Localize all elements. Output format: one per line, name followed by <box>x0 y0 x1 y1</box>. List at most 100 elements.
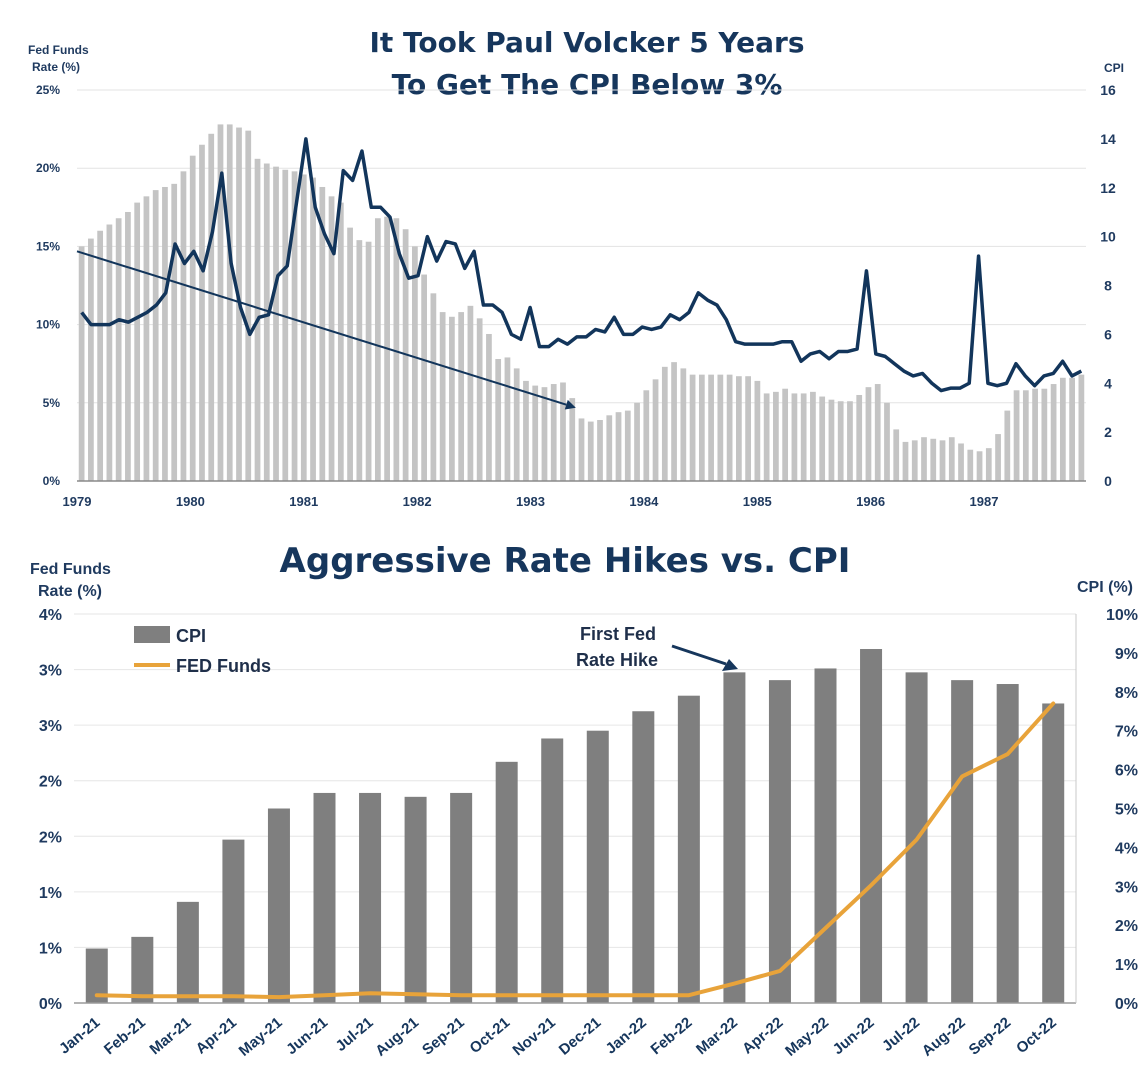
top-bar <box>874 384 881 481</box>
bottom-right-tick-label: 1% <box>1115 957 1138 974</box>
bottom-cpi-bar <box>176 901 199 1003</box>
bottom-left-tick-label: 2% <box>39 829 62 846</box>
top-bar <box>319 186 326 481</box>
top-bar <box>985 448 992 481</box>
top-bar <box>773 391 779 481</box>
top-chart-left-ticks: 25% 20% 15% 10% 5% 0% <box>36 83 60 488</box>
bottom-chart-right-ticks: 10% 9% 8% 7% 6% 5% 4% 3% 2% 1% 0% <box>1106 607 1138 1013</box>
bottom-right-tick-label: 2% <box>1115 918 1138 935</box>
top-bar <box>763 393 770 481</box>
top-bar <box>337 202 344 482</box>
top-right-tick-label: 6 <box>1104 326 1112 342</box>
top-bar <box>902 441 909 481</box>
top-bar <box>1041 388 1048 481</box>
annotation-text-line1: First Fed <box>580 624 656 644</box>
bottom-category-label: Dec-21 <box>556 1014 605 1059</box>
top-bar <box>717 374 724 481</box>
top-bar <box>736 376 742 481</box>
bottom-category-label: Sep-22 <box>966 1014 1015 1059</box>
top-bar <box>412 246 418 481</box>
top-bar <box>310 177 316 481</box>
top-bar <box>754 380 761 481</box>
top-bar <box>856 394 863 481</box>
top-bar <box>643 390 650 481</box>
top-x-tick-label: 1983 <box>516 494 545 509</box>
top-bar <box>291 171 298 481</box>
top-x-tick-label: 1985 <box>743 494 772 509</box>
top-chart-title-line2: To Get The CPI Below 3% <box>392 68 783 101</box>
bottom-left-tick-label: 4% <box>39 607 62 624</box>
top-bar <box>745 376 751 481</box>
top-bar <box>1032 388 1038 481</box>
bottom-cpi-bar <box>586 730 609 1003</box>
bottom-cpi-bar <box>404 796 427 1003</box>
top-x-tick-label: 1987 <box>970 494 999 509</box>
top-bar <box>495 359 502 481</box>
bottom-cpi-bar <box>267 808 290 1003</box>
bottom-category-label: Nov-21 <box>510 1014 559 1059</box>
top-bar <box>532 385 539 481</box>
top-right-axis-label: CPI <box>1104 61 1124 75</box>
top-chart-trendline-arrowhead <box>564 399 576 410</box>
top-bar <box>958 443 964 481</box>
top-bar <box>995 434 1001 481</box>
annotation-arrowhead <box>722 659 738 671</box>
bottom-left-tick-label: 3% <box>39 718 62 735</box>
top-bar <box>967 449 974 481</box>
top-x-tick-label: 1979 <box>63 494 92 509</box>
bottom-cpi-bar <box>677 695 700 1003</box>
top-bar <box>800 393 807 481</box>
bottom-chart-title: Aggressive Rate Hikes vs. CPI <box>280 541 851 581</box>
bottom-cpi-bar <box>860 649 883 1003</box>
top-left-tick-label: 15% <box>36 239 60 253</box>
top-right-tick-label: 0 <box>1104 473 1112 489</box>
top-bar <box>263 163 270 481</box>
top-bar <box>810 391 816 481</box>
bottom-left-tick-label: 3% <box>39 663 62 680</box>
bottom-cpi-bar <box>632 711 655 1003</box>
top-bar <box>476 318 483 481</box>
top-left-tick-label: 25% <box>36 83 60 97</box>
top-bar <box>939 440 946 481</box>
bottom-category-label: Feb-21 <box>101 1014 149 1058</box>
top-bar <box>152 190 159 481</box>
bottom-right-tick-label: 8% <box>1115 685 1138 702</box>
top-chart-right-ticks: 16 14 12 10 8 6 4 2 0 <box>1100 82 1116 489</box>
top-left-tick-label: 20% <box>36 161 60 175</box>
legend-cpi-swatch <box>134 626 170 643</box>
top-bar <box>726 374 733 481</box>
top-x-tick-label: 1980 <box>176 494 205 509</box>
bottom-cpi-bar <box>450 792 473 1003</box>
top-bar <box>791 393 798 481</box>
legend-cpi-label: CPI <box>176 626 206 646</box>
top-right-tick-label: 4 <box>1104 375 1112 391</box>
top-bar <box>430 293 437 481</box>
bottom-cpi-bar <box>768 680 791 1003</box>
bottom-cpi-bar <box>996 684 1019 1003</box>
top-bar <box>97 230 104 481</box>
top-bar <box>1022 390 1029 481</box>
top-bar <box>1050 384 1057 481</box>
top-chart-fed-funds-bars <box>78 124 1085 482</box>
top-x-tick-label: 1984 <box>629 494 659 509</box>
bottom-right-axis-label: CPI (%) <box>1077 579 1133 596</box>
bottom-chart-left-ticks: 4% 3% 3% 2% 2% 1% 1% 0% <box>39 607 62 1013</box>
bottom-category-label: Jun-22 <box>830 1014 878 1058</box>
annotation-text-line2: Rate Hike <box>576 650 658 670</box>
top-left-axis-label-line1: Fed Funds <box>28 43 89 57</box>
first-fed-rate-hike-annotation: First Fed Rate Hike <box>576 624 738 671</box>
bottom-chart-legend: CPI FED Funds <box>134 626 271 676</box>
bottom-category-label: Jan-21 <box>56 1014 103 1058</box>
top-bar <box>893 429 900 481</box>
top-bar <box>486 333 492 481</box>
top-bar <box>615 412 622 481</box>
top-bar <box>421 274 427 481</box>
top-bar <box>569 398 576 481</box>
top-bar <box>374 218 381 481</box>
top-bar <box>523 380 529 481</box>
top-bar <box>347 227 353 481</box>
top-bar <box>560 382 566 481</box>
top-bar <box>106 224 113 481</box>
bottom-left-tick-label: 2% <box>39 774 62 791</box>
